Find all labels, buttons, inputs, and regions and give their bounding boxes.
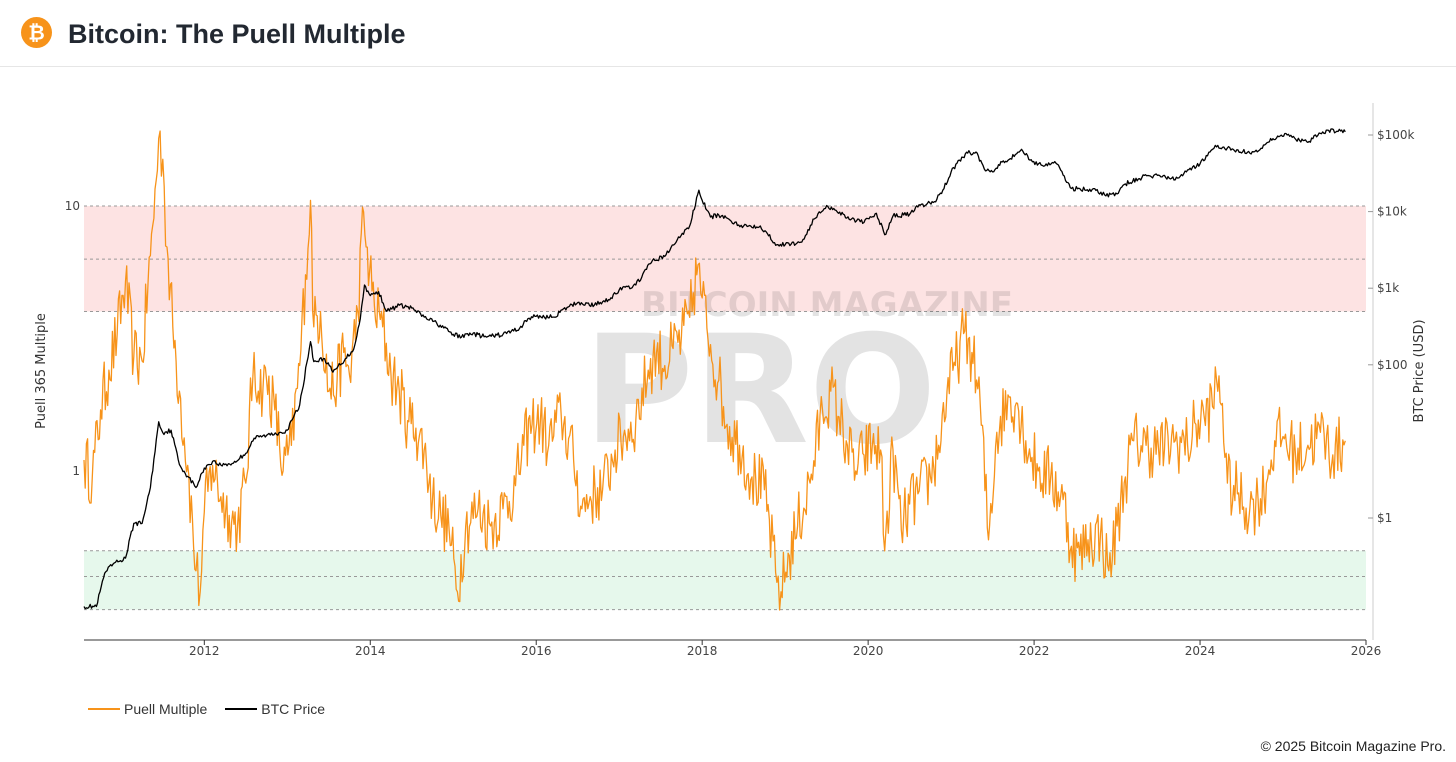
legend-swatch-puell	[88, 708, 120, 710]
x-tick-label: 2014	[355, 644, 386, 658]
x-tick-label: 2026	[1351, 644, 1382, 658]
y-right-tick-label: $1k	[1377, 281, 1399, 295]
zone-bands	[84, 205, 1366, 611]
series-line-puell-multiple	[83, 130, 1346, 611]
x-tick-label: 2016	[521, 644, 552, 658]
legend-swatch-btc-price	[225, 708, 258, 710]
copyright-notice: © 2025 Bitcoin Magazine Pro.	[1260, 738, 1446, 754]
svg-text:₿: ₿	[28, 20, 45, 44]
x-tick-label: 2012	[189, 644, 220, 658]
y-right-tick-label: $10k	[1377, 205, 1407, 219]
x-tick-label: 2022	[1019, 644, 1050, 658]
y-axis-right-label: BTC Price (USD)	[1412, 319, 1427, 422]
y-left-tick-label: 1	[72, 464, 80, 478]
legend: Puell Multiple BTC Price	[88, 699, 343, 719]
y-right-tick-label: $100k	[1377, 128, 1415, 142]
page-title: Bitcoin: The Puell Multiple	[68, 19, 406, 49]
legend-label-btc-price: BTC Price	[261, 701, 326, 717]
y-right-tick-label: $1	[1377, 511, 1392, 525]
y-left-tick-label: 10	[65, 199, 80, 213]
legend-label-puell: Puell Multiple	[124, 701, 208, 717]
x-tick-label: 2020	[853, 644, 884, 658]
legend-item-btc-price[interactable]: BTC Price	[225, 701, 325, 717]
series-line-btc-price	[83, 128, 1346, 610]
watermark-line2: PRO	[584, 304, 937, 478]
x-tick-label: 2024	[1185, 644, 1216, 658]
y-axis-left-label: Puell 365 Multiple	[34, 313, 49, 429]
zone-band-undervalued	[84, 550, 1366, 610]
chart-header: ₿ Bitcoin: The Puell Multiple	[0, 0, 1456, 67]
puell-multiple-chart: BITCOIN MAGAZINE PRO 2012 2014 2016 2018 202…	[34, 103, 1427, 658]
legend-item-puell[interactable]: Puell Multiple	[88, 701, 207, 717]
y-right-tick-label: $100	[1377, 358, 1408, 372]
bitcoin-logo-icon: ₿	[21, 17, 52, 48]
x-tick-label: 2018	[687, 644, 718, 658]
